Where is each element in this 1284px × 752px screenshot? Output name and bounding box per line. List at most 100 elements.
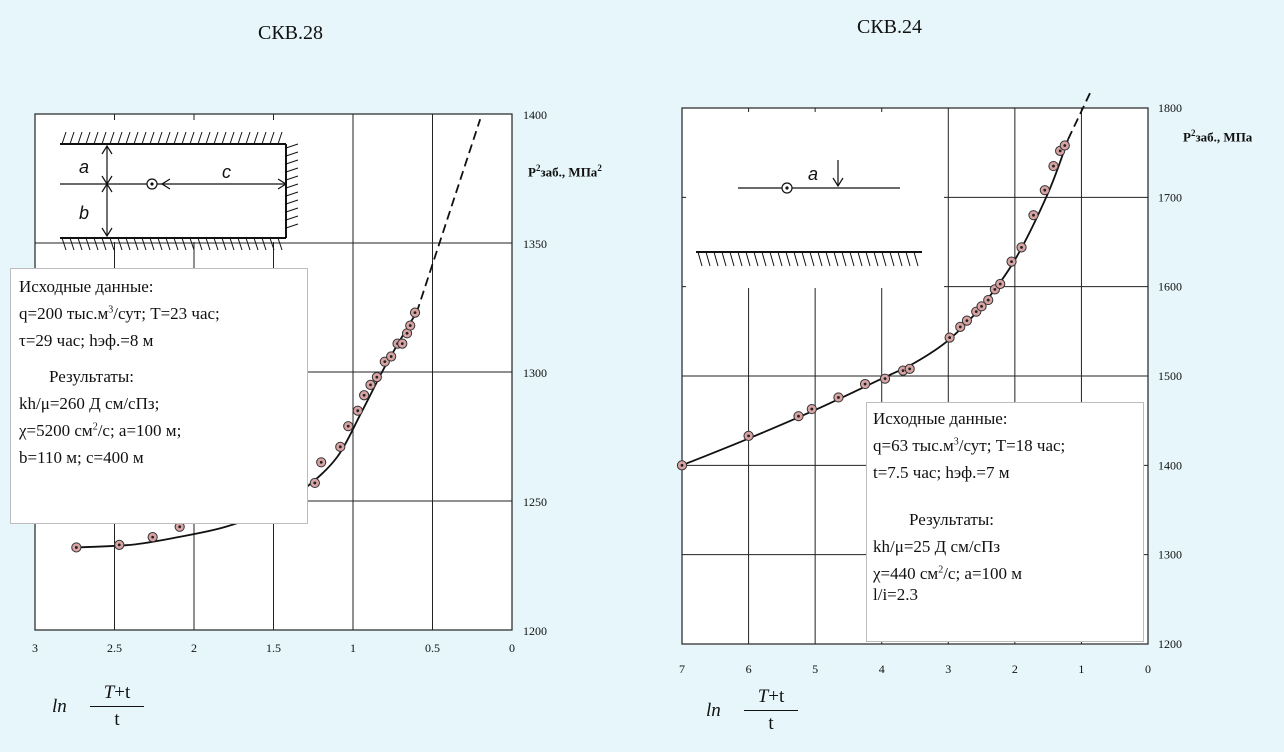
left-right-hatch xyxy=(285,167,299,173)
left-right-hatch xyxy=(285,207,299,213)
left-data-point xyxy=(365,379,376,390)
left-x-tick-label: 0.5 xyxy=(425,641,440,655)
left-data-point xyxy=(405,320,416,331)
left-right-hatch xyxy=(285,215,299,221)
right-data-point xyxy=(793,411,804,422)
left-result-1: kh/μ=260 Д см/сПз; xyxy=(19,394,160,413)
left-right-hatch xyxy=(285,199,299,205)
data-point-center xyxy=(362,393,366,397)
right-data-point xyxy=(944,332,955,343)
right-x-tick-label: 7 xyxy=(679,662,685,676)
data-point-center xyxy=(389,355,393,358)
left-bottom-hatch xyxy=(93,237,99,251)
data-point-center xyxy=(863,382,867,386)
data-point-center xyxy=(998,282,1002,286)
right-data-point xyxy=(995,278,1006,290)
left-top-hatch xyxy=(93,131,99,145)
right-x-axis-formula: ln T+t t xyxy=(706,686,806,748)
right-boundary-hatch xyxy=(753,251,759,267)
left-schematic-label-c: c xyxy=(222,162,231,182)
left-top-hatch xyxy=(269,131,275,145)
right-data-point xyxy=(806,403,817,415)
right-x-tick-label: 0 xyxy=(1145,662,1151,676)
right-boundary-hatch xyxy=(913,251,919,267)
left-bottom-hatch xyxy=(133,237,139,251)
left-top-hatch xyxy=(261,131,267,145)
right-result-1: kh/μ=25 Д см/сПз xyxy=(873,537,1001,556)
left-extrapolation-line xyxy=(415,118,482,313)
left-bottom-hatch xyxy=(157,237,163,251)
left-x-axis-formula: ln T+t t xyxy=(52,682,152,744)
data-point-center xyxy=(986,298,990,302)
left-right-hatch xyxy=(285,151,299,157)
right-boundary-hatch xyxy=(697,251,703,267)
left-top-hatch xyxy=(165,131,171,145)
right-chart-title: СКВ.24 xyxy=(857,16,923,38)
left-top-hatch xyxy=(157,131,163,145)
left-info-line1: q=200 тыс.м3/сут; Т=23 час; xyxy=(19,304,220,323)
left-x-tick-label: 3 xyxy=(32,641,38,655)
left-top-hatch xyxy=(213,131,219,145)
right-x-tick-label: 5 xyxy=(812,662,818,676)
left-result-2: χ=5200 см2/с; a=100 м; xyxy=(19,421,182,440)
right-schematic: a xyxy=(686,112,944,288)
left-top-hatch xyxy=(133,131,139,145)
left-top-hatch xyxy=(173,131,179,145)
left-right-hatch xyxy=(285,159,299,165)
left-y-tick-label: 1400 xyxy=(523,108,547,122)
left-data-point xyxy=(386,351,397,362)
data-point-center xyxy=(375,375,379,379)
right-x-tick-label: 3 xyxy=(945,662,951,676)
left-top-hatch xyxy=(181,131,187,145)
left-bottom-hatch xyxy=(165,237,171,251)
data-point-center xyxy=(117,543,121,547)
left-bottom-hatch xyxy=(213,237,219,251)
data-point-center xyxy=(993,287,997,291)
right-data-point xyxy=(676,460,688,471)
right-info-line1: q=63 тыс.м3/сут; Т=18 час; xyxy=(873,436,1066,455)
left-top-hatch xyxy=(109,131,115,145)
right-data-point xyxy=(1028,210,1039,221)
left-data-point xyxy=(359,390,370,401)
left-top-hatch xyxy=(205,131,211,145)
left-x-tick-label: 2.5 xyxy=(107,641,122,655)
left-top-hatch xyxy=(197,131,203,145)
right-data-point xyxy=(976,301,987,312)
right-boundary-hatch xyxy=(705,251,711,267)
right-x-tick-label: 6 xyxy=(746,662,752,676)
left-chart-title: СКВ.28 xyxy=(258,22,324,44)
right-schematic-label-a: a xyxy=(808,164,818,184)
right-x-tick-label: 1 xyxy=(1078,662,1084,676)
left-bottom-hatch xyxy=(197,237,203,251)
left-top-hatch xyxy=(237,131,243,145)
right-initial-data-heading: Исходные данные: xyxy=(873,409,1008,428)
right-boundary-hatch xyxy=(857,251,863,267)
right-boundary-hatch xyxy=(873,251,879,267)
left-top-hatch xyxy=(253,131,259,145)
left-right-hatch xyxy=(285,183,299,189)
left-bottom-hatch xyxy=(205,237,211,251)
left-bottom-hatch xyxy=(269,237,275,251)
data-point-center xyxy=(1020,245,1023,249)
data-point-center xyxy=(413,311,417,315)
left-right-hatch xyxy=(285,191,299,197)
left-data-point xyxy=(352,405,363,416)
right-data-point xyxy=(833,392,844,403)
left-bottom-hatch xyxy=(221,237,227,251)
right-boundary-hatch xyxy=(721,251,727,267)
right-y-tick-label: 1800 xyxy=(1158,101,1182,115)
left-data-point xyxy=(371,372,382,383)
left-well-center xyxy=(150,182,154,186)
data-point-center xyxy=(369,383,372,387)
left-bottom-hatch xyxy=(101,237,107,251)
left-c-arrowheads xyxy=(161,178,287,190)
left-bottom-hatch xyxy=(277,237,283,251)
right-results-heading: Результаты: xyxy=(909,510,994,529)
right-boundary-hatch xyxy=(849,251,855,267)
right-data-point xyxy=(1048,160,1059,172)
left-x-tick-label: 1 xyxy=(350,641,356,655)
left-bottom-hatch xyxy=(189,237,195,251)
data-point-center xyxy=(958,325,962,329)
data-point-center xyxy=(1032,213,1035,217)
